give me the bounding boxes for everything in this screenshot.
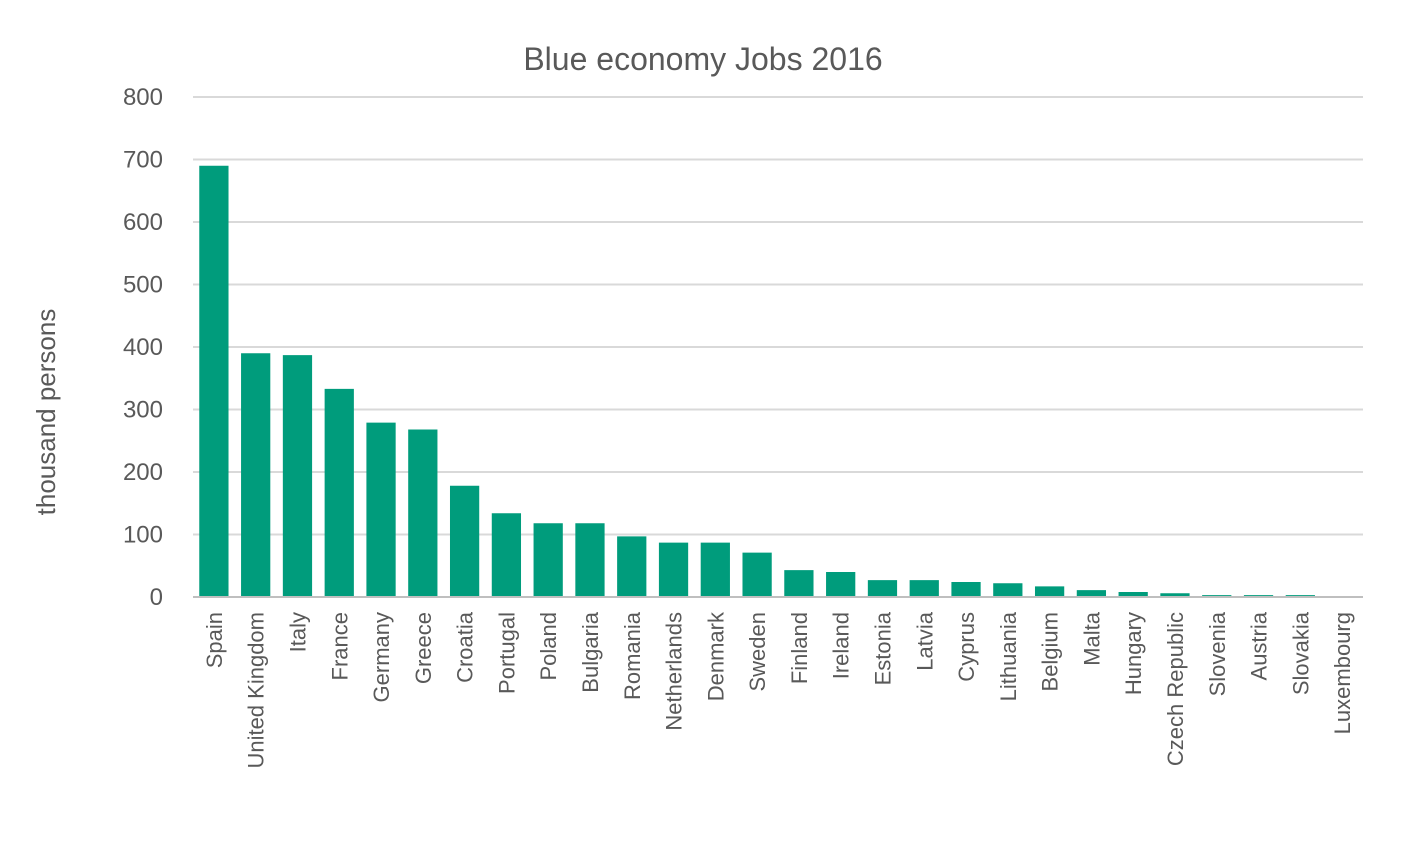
x-tick-label: Belgium <box>1038 612 1063 691</box>
chart-title: Blue economy Jobs 2016 <box>523 41 882 77</box>
x-tick-label: Austria <box>1247 611 1272 680</box>
x-tick-label: Germany <box>369 612 394 702</box>
y-tick-label: 0 <box>150 584 163 611</box>
bar-poland <box>533 523 563 597</box>
y-tick-label: 700 <box>123 147 163 174</box>
x-tick-label: Estonia <box>870 611 895 685</box>
y-tick-label: 800 <box>123 84 163 111</box>
x-tick-label: Portugal <box>494 612 519 694</box>
bar-bulgaria <box>575 523 605 597</box>
bars <box>199 165 1315 597</box>
x-tick-label: Luxembourg <box>1330 612 1355 734</box>
bar-ireland <box>826 572 856 597</box>
x-tick-label: Finland <box>787 612 812 684</box>
x-tick-label: Bulgaria <box>578 611 603 692</box>
x-tick-label: Czech Republic <box>1163 612 1188 766</box>
x-tick-label: Italy <box>285 612 310 652</box>
x-tick-label: Sweden <box>745 612 770 692</box>
bar-sweden <box>742 552 772 597</box>
x-tick-label: Latvia <box>912 611 937 670</box>
bar-croatia <box>449 485 480 597</box>
x-tick-label: Romania <box>620 611 645 700</box>
y-tick-label: 200 <box>123 459 163 486</box>
x-tick-label: Lithuania <box>996 611 1021 701</box>
bar-malta <box>1076 590 1107 597</box>
y-tick-label: 500 <box>123 272 163 299</box>
bar-france <box>324 388 354 597</box>
y-axis-label: thousand persons <box>31 309 61 516</box>
bar-spain <box>199 165 229 597</box>
bar-belgium <box>1034 586 1065 597</box>
bar-netherlands <box>658 542 689 597</box>
bar-estonia <box>867 580 898 597</box>
x-tick-label: Slovenia <box>1205 611 1230 696</box>
y-tick-label: 600 <box>123 209 163 236</box>
x-tick-label: Netherlands <box>662 612 687 731</box>
x-tick-label: Greece <box>411 612 436 684</box>
y-tick-label: 300 <box>123 397 163 424</box>
bar-united-kingdom <box>241 353 271 597</box>
x-tick-label: Croatia <box>453 611 478 683</box>
bar-denmark <box>700 542 730 597</box>
bar-hungary <box>1118 592 1148 597</box>
x-tick-label: Ireland <box>829 612 854 679</box>
bar-italy <box>282 355 313 597</box>
x-tick-label: United Kingdom <box>244 612 269 769</box>
bar-cyprus <box>951 582 981 597</box>
x-tick-label: France <box>327 612 352 680</box>
bar-latvia <box>909 580 939 597</box>
y-tick-label: 400 <box>123 334 163 361</box>
x-tick-label: Hungary <box>1121 612 1146 695</box>
x-tick-label: Malta <box>1079 611 1104 666</box>
bar-lithuania <box>993 583 1023 597</box>
bar-portugal <box>491 513 522 597</box>
x-tick-label: Cyprus <box>954 612 979 682</box>
y-axis-ticks: 0 100 200 300 400 500 600 700 800 <box>123 84 163 611</box>
bar-romania <box>617 536 647 597</box>
bar-germany <box>366 422 396 597</box>
bar-greece <box>408 429 438 597</box>
x-axis-ticks: Spain United Kingdom Italy France Germany Gre… <box>202 611 1355 769</box>
x-tick-label: Spain <box>202 612 227 668</box>
x-tick-label: Poland <box>536 612 561 681</box>
y-tick-label: 100 <box>123 522 163 549</box>
x-tick-label: Denmark <box>703 611 728 701</box>
x-tick-label: Slovakia <box>1288 611 1313 695</box>
bar-czech-republic <box>1160 593 1190 597</box>
bar-finland <box>784 570 814 597</box>
